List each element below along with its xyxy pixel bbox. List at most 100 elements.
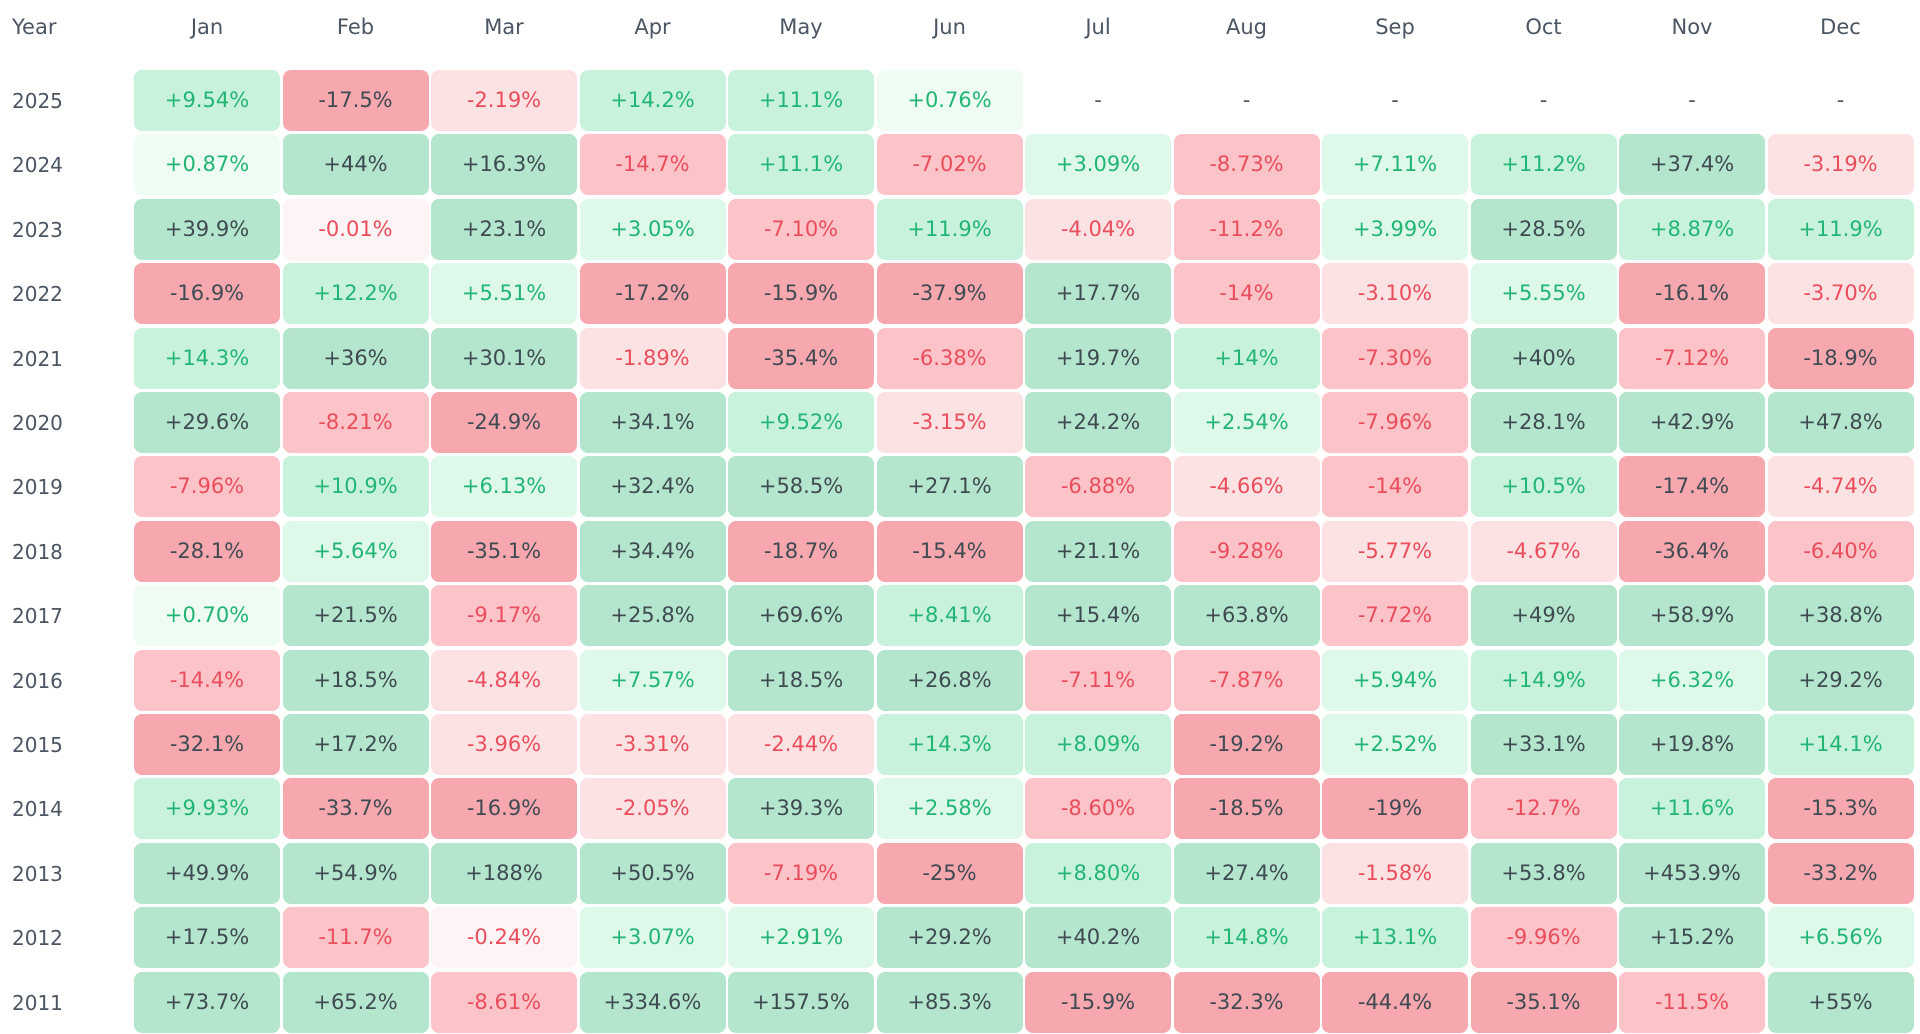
heatmap-cell: -3.10% — [1322, 263, 1468, 325]
heatmap-cell: -17.4% — [1619, 456, 1765, 518]
month-header: Sep — [1375, 15, 1415, 39]
heatmap-cell: +24.2% — [1025, 392, 1171, 453]
heatmap-cell: -37.9% — [876, 263, 1023, 325]
heatmap-cell: -14.4% — [134, 649, 280, 711]
heatmap-cell: -7.96% — [1322, 392, 1468, 453]
heatmap-cell: +21.5% — [282, 585, 429, 647]
heatmap-cell: +14.8% — [1173, 907, 1320, 969]
heatmap-cell: -35.1% — [431, 520, 577, 582]
month-header: Nov — [1671, 15, 1713, 39]
heatmap-cell: +73.7% — [134, 971, 280, 1033]
year-label: 2014 — [12, 797, 63, 822]
heatmap-cell: -14% — [1173, 263, 1320, 325]
heatmap-cell: -28.1% — [134, 520, 280, 582]
heatmap-cell: +11.1% — [728, 134, 874, 196]
heatmap-cell: +11.9% — [1767, 198, 1914, 260]
heatmap-cell: +16.3% — [431, 134, 577, 196]
heatmap-cell: +27.1% — [876, 456, 1023, 518]
heatmap-cell: +30.1% — [431, 327, 577, 389]
heatmap-cell: -36.4% — [1619, 520, 1765, 582]
heatmap-cell: - — [1391, 88, 1399, 112]
heatmap-cell: +7.11% — [1322, 134, 1468, 196]
heatmap-cell: +38.8% — [1767, 585, 1914, 647]
heatmap-cell: -24.9% — [431, 392, 577, 453]
heatmap-cell: +18.5% — [728, 649, 874, 711]
heatmap-cell: -1.58% — [1322, 842, 1468, 904]
heatmap-cell: -19.2% — [1173, 714, 1320, 775]
heatmap-cell: +28.5% — [1470, 198, 1617, 260]
heatmap-cell: -9.96% — [1470, 907, 1617, 969]
heatmap-cell: +13.1% — [1322, 907, 1468, 969]
month-header: Jul — [1085, 15, 1111, 39]
heatmap-cell: +5.55% — [1470, 263, 1617, 325]
heatmap-cell: +25.8% — [579, 585, 726, 647]
heatmap-cell: -8.61% — [431, 971, 577, 1033]
heatmap-cell: -8.60% — [1025, 778, 1171, 840]
heatmap-cell: -7.10% — [728, 198, 874, 260]
heatmap-cell: +50.5% — [579, 842, 726, 904]
heatmap-cell: +14.3% — [876, 714, 1023, 775]
heatmap-cell: -0.24% — [431, 907, 577, 969]
heatmap-cell: +37.4% — [1619, 134, 1765, 196]
heatmap-cell: - — [1094, 88, 1102, 112]
heatmap-cell: +14.1% — [1767, 714, 1914, 775]
year-label: 2017 — [12, 604, 63, 629]
month-header: Jan — [190, 15, 224, 39]
heatmap-cell: -3.19% — [1767, 134, 1914, 196]
heatmap-cell: +17.2% — [282, 714, 429, 775]
heatmap-cell: -8.21% — [282, 392, 429, 453]
heatmap-cell: -32.1% — [134, 714, 280, 775]
heatmap-cell: +21.1% — [1025, 520, 1171, 582]
heatmap-cell: +2.54% — [1173, 392, 1320, 453]
heatmap-cell: -17.5% — [282, 70, 429, 131]
heatmap-cell: -6.40% — [1767, 520, 1914, 582]
heatmap-cell: - — [1836, 88, 1845, 112]
heatmap-cell: +3.09% — [1025, 134, 1171, 196]
heatmap-cell: +8.09% — [1025, 714, 1171, 775]
heatmap-cell: -15.9% — [728, 263, 874, 325]
heatmap-cell: -4.67% — [1470, 520, 1617, 582]
heatmap-cell: -6.38% — [876, 327, 1023, 389]
heatmap-cell: +5.94% — [1322, 649, 1468, 711]
year-label: 2019 — [12, 475, 63, 500]
heatmap-cell: -7.72% — [1322, 585, 1468, 647]
heatmap-cell: -2.05% — [579, 778, 726, 840]
year-label: 2021 — [12, 346, 63, 371]
year-label: 2025 — [12, 89, 63, 113]
heatmap-cell: -3.70% — [1767, 263, 1914, 325]
heatmap-cell: -11.2% — [1173, 198, 1320, 260]
heatmap-cell: +85.3% — [876, 971, 1023, 1033]
month-header: Mar — [484, 15, 524, 39]
heatmap-cell: +63.8% — [1173, 585, 1320, 647]
heatmap-cell: +58.9% — [1619, 585, 1765, 647]
year-label: 2013 — [12, 861, 63, 886]
heatmap-cell: -7.11% — [1025, 649, 1171, 711]
heatmap-cell: +33.1% — [1470, 714, 1617, 775]
heatmap-cell: +3.05% — [579, 198, 726, 260]
heatmap-cell: -4.04% — [1025, 198, 1171, 260]
heatmap-cell: +9.93% — [134, 778, 280, 840]
heatmap-cell: +7.57% — [579, 649, 726, 711]
heatmap-cell: +14.2% — [579, 70, 726, 131]
heatmap-cell: -15.3% — [1767, 778, 1914, 840]
heatmap-cell: +58.5% — [728, 456, 874, 518]
heatmap-cell: -33.7% — [282, 778, 429, 840]
heatmap-cell: +0.87% — [134, 134, 280, 196]
heatmap-cell: +39.9% — [134, 198, 280, 260]
heatmap-cell: +18.5% — [282, 649, 429, 711]
year-label: 2016 — [12, 668, 63, 693]
heatmap-cell: +29.6% — [134, 392, 280, 453]
heatmap-cell: +11.9% — [876, 198, 1023, 260]
heatmap-cell: -1.89% — [579, 327, 726, 389]
heatmap-cell: -6.88% — [1025, 456, 1171, 518]
heatmap-cell: +17.7% — [1025, 263, 1171, 325]
heatmap-cell: -8.73% — [1173, 134, 1320, 196]
heatmap-cell: +19.7% — [1025, 327, 1171, 389]
year-label: 2024 — [12, 153, 63, 178]
heatmap-cell: +2.91% — [728, 907, 874, 969]
heatmap-cell: -7.02% — [876, 134, 1023, 196]
year-label: 2015 — [12, 733, 63, 757]
heatmap-cell: -17.2% — [579, 263, 726, 325]
heatmap-cell: -7.12% — [1619, 327, 1765, 389]
